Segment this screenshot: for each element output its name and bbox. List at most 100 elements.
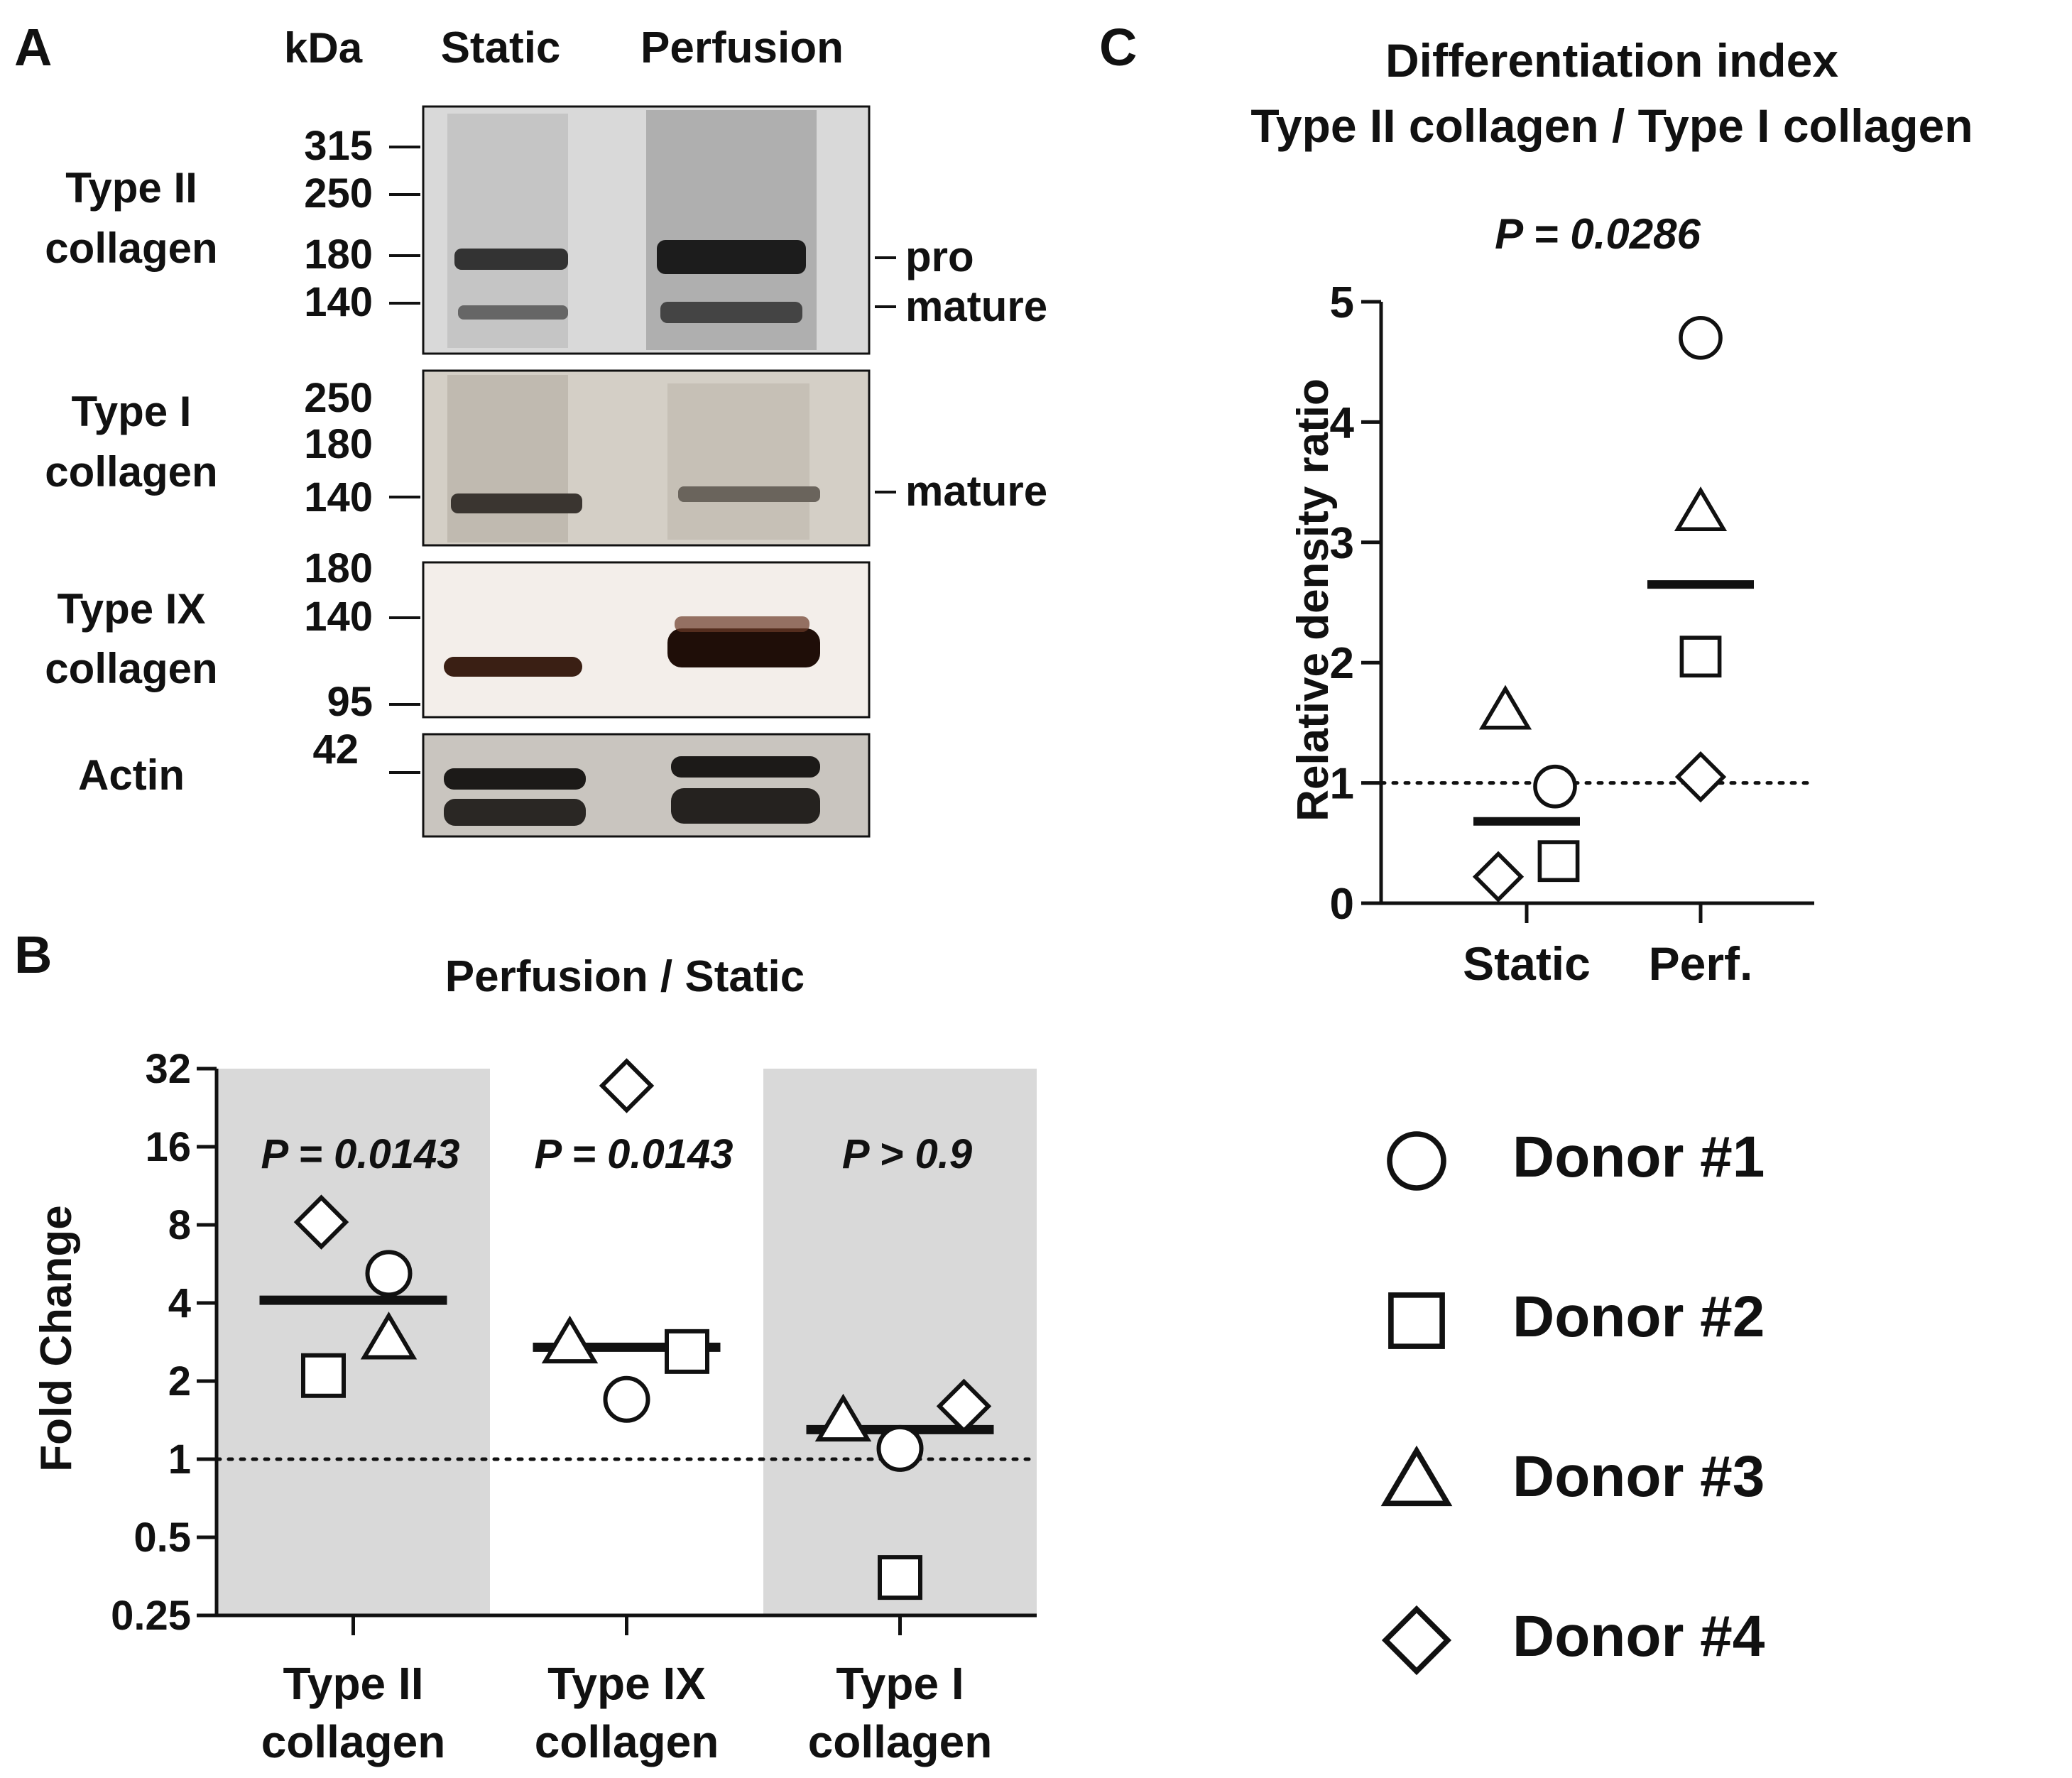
band-label: mature bbox=[905, 283, 1047, 330]
legend-label: Donor #2 bbox=[1512, 1285, 1765, 1349]
x-tick-label: collagen bbox=[808, 1716, 993, 1767]
data-point bbox=[1472, 851, 1525, 902]
kda-marker: 250 bbox=[304, 375, 373, 421]
data-point bbox=[360, 1311, 418, 1360]
data-point bbox=[936, 1378, 992, 1434]
legend-label: Donor #3 bbox=[1512, 1444, 1765, 1509]
data-point bbox=[876, 1424, 924, 1472]
blot-band bbox=[657, 240, 806, 274]
legend-marker bbox=[1381, 1605, 1452, 1676]
x-tick-label: Static bbox=[1463, 937, 1591, 990]
panel-c: C Differentiation index Type II collagen… bbox=[1099, 18, 1973, 990]
x-tick-label: collagen bbox=[535, 1716, 719, 1767]
y-tick-label: 5 bbox=[1330, 278, 1354, 327]
y-tick-label: 3 bbox=[1330, 519, 1354, 568]
blot-label-line: collagen bbox=[45, 448, 217, 496]
panel-b-title: Perfusion / Static bbox=[445, 952, 805, 1001]
kda-marker: 180 bbox=[304, 421, 373, 467]
kda-marker: 315 bbox=[304, 123, 373, 169]
blot-band bbox=[678, 486, 820, 502]
y-tick-label: 8 bbox=[168, 1202, 191, 1248]
x-tick-label: collagen bbox=[261, 1716, 446, 1767]
p-value-label: P > 0.9 bbox=[842, 1131, 972, 1177]
data-point bbox=[1537, 840, 1580, 883]
blot-band bbox=[671, 756, 820, 778]
y-tick-label: 4 bbox=[1330, 398, 1355, 447]
panel-c-ylabel: Relative density ratio bbox=[1289, 378, 1338, 822]
panel-b-ylabel: Fold Change bbox=[32, 1205, 81, 1471]
x-tick-label: Type II bbox=[283, 1658, 424, 1709]
blot-label-line: Type II bbox=[65, 164, 197, 212]
data-point bbox=[878, 1555, 922, 1600]
band-label: pro bbox=[905, 233, 974, 280]
lane-label-static: Static bbox=[441, 23, 561, 72]
panel-c-title-line-1: Differentiation index bbox=[1385, 34, 1838, 87]
data-point bbox=[1679, 316, 1723, 360]
legend: Donor #1 Donor #2 Donor #3 Donor #4 bbox=[1380, 1125, 1765, 1676]
data-point bbox=[814, 1393, 872, 1442]
band-label: mature bbox=[905, 467, 1047, 515]
data-point bbox=[301, 1353, 346, 1398]
kda-marker: 140 bbox=[304, 594, 373, 640]
data-point bbox=[541, 1315, 599, 1364]
y-tick-label: 1 bbox=[1330, 760, 1354, 809]
panel-c-p-value: P = 0.0286 bbox=[1495, 210, 1701, 258]
data-point bbox=[603, 1375, 650, 1423]
data-point bbox=[365, 1250, 413, 1297]
blot-label-line: Type IX bbox=[58, 585, 206, 633]
panel-b-letter: B bbox=[14, 925, 52, 984]
blot-band bbox=[444, 799, 586, 826]
y-tick-label: 0.5 bbox=[133, 1515, 191, 1561]
x-tick-label: Type IX bbox=[547, 1658, 706, 1709]
data-point bbox=[1674, 486, 1728, 532]
panel-c-letter: C bbox=[1099, 18, 1137, 77]
data-point bbox=[1533, 764, 1577, 809]
blot-type-i-collagen: Type I collagen 250 180 140 mature bbox=[45, 369, 1047, 547]
blot-band bbox=[454, 249, 568, 270]
blot-band bbox=[444, 657, 582, 677]
data-point bbox=[1679, 636, 1722, 678]
blot-band bbox=[667, 628, 820, 667]
y-tick-label: 16 bbox=[145, 1124, 191, 1170]
blot-type-ix-collagen: Type IX collagen 180 140 95 bbox=[45, 545, 871, 725]
y-tick-label: 4 bbox=[168, 1280, 191, 1326]
kda-marker: 95 bbox=[327, 679, 373, 725]
blot-label-line: Actin bbox=[78, 751, 185, 799]
legend-label: Donor #4 bbox=[1512, 1604, 1765, 1669]
panel-a-letter: A bbox=[14, 18, 52, 77]
data-point bbox=[1478, 685, 1532, 730]
kda-marker: 250 bbox=[304, 170, 373, 217]
y-tick-label: 2 bbox=[168, 1358, 191, 1405]
legend-marker bbox=[1380, 1445, 1453, 1507]
data-point bbox=[293, 1194, 349, 1250]
kda-marker: 140 bbox=[304, 279, 373, 325]
blot-band bbox=[671, 788, 820, 824]
shaded-region bbox=[217, 1069, 490, 1615]
legend-marker bbox=[1387, 1131, 1446, 1191]
panel-c-title-line-2: Type II collagen / Type I collagen bbox=[1250, 99, 1973, 152]
blot-band bbox=[660, 302, 802, 323]
p-value-label: P = 0.0143 bbox=[261, 1131, 459, 1177]
panel-b: B Perfusion / Static Fold Change 0.25 0.5… bbox=[14, 925, 1039, 1767]
y-tick-label: 2 bbox=[1330, 639, 1354, 688]
blot-band bbox=[444, 768, 586, 790]
blot-band bbox=[451, 493, 582, 513]
blot-actin: Actin 42 bbox=[78, 726, 871, 838]
y-tick-label: 32 bbox=[145, 1046, 191, 1092]
p-value-label: P = 0.0143 bbox=[534, 1131, 733, 1177]
x-tick-label: Type I bbox=[836, 1658, 964, 1709]
shaded-region bbox=[763, 1069, 1037, 1615]
lane-label-perfusion: Perfusion bbox=[640, 23, 844, 72]
data-point bbox=[665, 1329, 709, 1374]
y-tick-label: 1 bbox=[168, 1436, 191, 1483]
blot-label-line: collagen bbox=[45, 224, 217, 272]
kda-marker: 180 bbox=[304, 545, 373, 591]
panel-a: A kDa Static Perfusion Type II collagen … bbox=[14, 18, 1047, 838]
kda-label: kDa bbox=[284, 24, 363, 72]
data-point bbox=[1674, 751, 1727, 803]
y-tick-label: 0 bbox=[1330, 880, 1354, 929]
blot-label-line: collagen bbox=[45, 645, 217, 692]
x-tick-label: Perf. bbox=[1649, 937, 1753, 990]
legend-marker bbox=[1388, 1292, 1445, 1349]
legend-label: Donor #1 bbox=[1512, 1125, 1765, 1189]
